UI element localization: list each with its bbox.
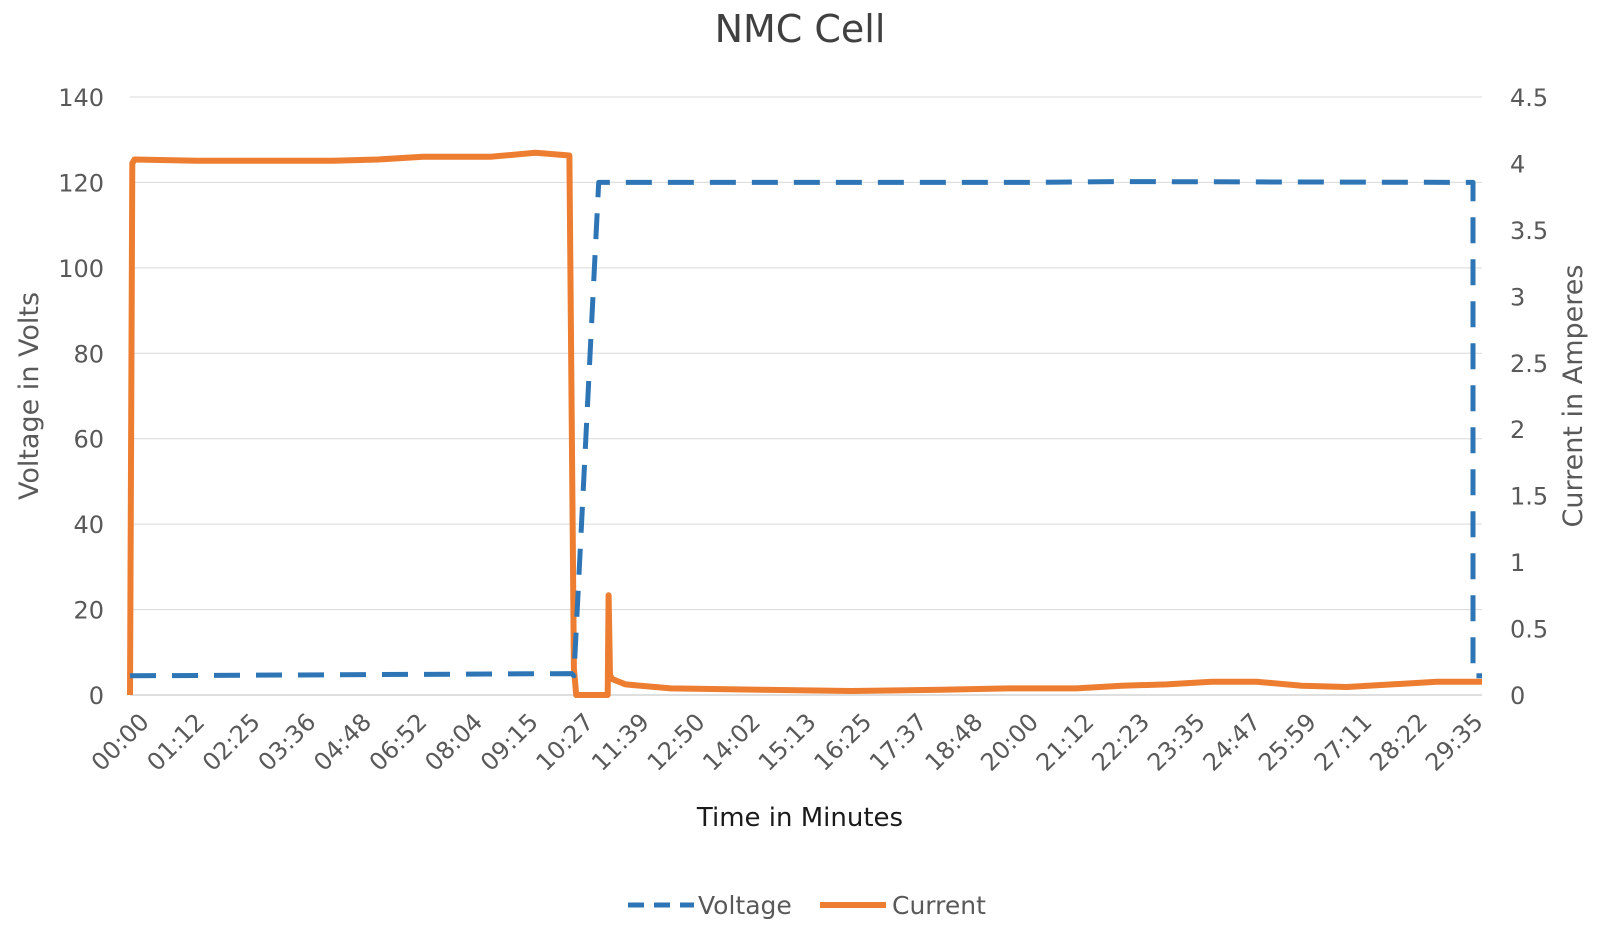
x-tick-label: 16:25 (809, 708, 878, 777)
y2-tick-label: 2 (1510, 416, 1525, 444)
x-tick-label: 14:02 (697, 708, 766, 777)
x-tick-label: 25:59 (1253, 708, 1322, 777)
y2-axis-title: Current in Amperes (1558, 265, 1589, 528)
left-axis-ticks: 0 20 40 60 80 100 120 140 (58, 84, 104, 710)
x-tick-label: 24:47 (1198, 708, 1267, 777)
series-voltage-line (129, 179, 1482, 679)
x-axis-title: Time in Minutes (696, 803, 903, 833)
y-tick-label: 20 (73, 597, 104, 625)
chart-title: NMC Cell (715, 7, 886, 51)
x-tick-label: 22:23 (1086, 708, 1155, 777)
series-current-line (127, 149, 1482, 698)
x-tick-label: 28:22 (1364, 708, 1433, 777)
x-tick-label: 04:48 (308, 708, 377, 777)
x-tick-label: 15:13 (753, 708, 822, 777)
x-tick-label: 12:50 (642, 708, 711, 777)
y-tick-label: 80 (73, 340, 104, 368)
legend: Voltage Current (628, 891, 986, 920)
x-tick-label: 11:39 (586, 708, 655, 777)
y-tick-label: 120 (58, 169, 104, 197)
right-axis-ticks: 0 0.5 1 1.5 2 2.5 3 3.5 4 4.5 (1510, 84, 1548, 710)
x-tick-label: 29:35 (1420, 708, 1489, 777)
x-tick-label: 03:36 (253, 708, 322, 777)
x-tick-label: 10:27 (531, 708, 600, 777)
x-tick-label: 21:12 (1031, 708, 1100, 777)
x-tick-label: 20:00 (975, 708, 1044, 777)
y2-tick-label: 1.5 (1510, 483, 1548, 511)
y2-tick-label: 3.5 (1510, 217, 1548, 245)
y2-tick-label: 3 (1510, 283, 1525, 311)
x-tick-label: 17:37 (864, 708, 933, 777)
y2-tick-label: 4 (1510, 150, 1525, 178)
legend-current-label: Current (892, 891, 986, 920)
gridlines (130, 96, 1482, 696)
y-tick-label: 0 (89, 682, 104, 710)
x-tick-label: 18:48 (920, 708, 989, 777)
y-axis-title: Voltage in Volts (14, 292, 45, 500)
y-tick-label: 140 (58, 84, 104, 112)
y2-tick-label: 2.5 (1510, 350, 1548, 378)
y2-tick-label: 0 (1510, 682, 1525, 710)
x-tick-label: 01:12 (142, 708, 211, 777)
x-axis-ticks: 00:0001:1202:2503:3604:4806:5208:0409:15… (86, 708, 1489, 777)
y-tick-label: 40 (73, 511, 104, 539)
x-tick-label: 27:11 (1309, 708, 1378, 777)
x-tick-label: 23:35 (1142, 708, 1211, 777)
y-tick-label: 60 (73, 426, 104, 454)
x-tick-label: 00:00 (86, 708, 155, 777)
series-layer (127, 149, 1482, 698)
x-tick-label: 02:25 (197, 708, 266, 777)
y-tick-label: 100 (58, 255, 104, 283)
x-tick-label: 09:15 (475, 708, 544, 777)
y2-tick-label: 1 (1510, 549, 1525, 577)
y2-tick-label: 0.5 (1510, 616, 1548, 644)
legend-voltage-label: Voltage (698, 891, 792, 920)
y2-tick-label: 4.5 (1510, 84, 1548, 112)
x-tick-label: 08:04 (419, 708, 488, 777)
x-tick-label: 06:52 (364, 708, 433, 777)
